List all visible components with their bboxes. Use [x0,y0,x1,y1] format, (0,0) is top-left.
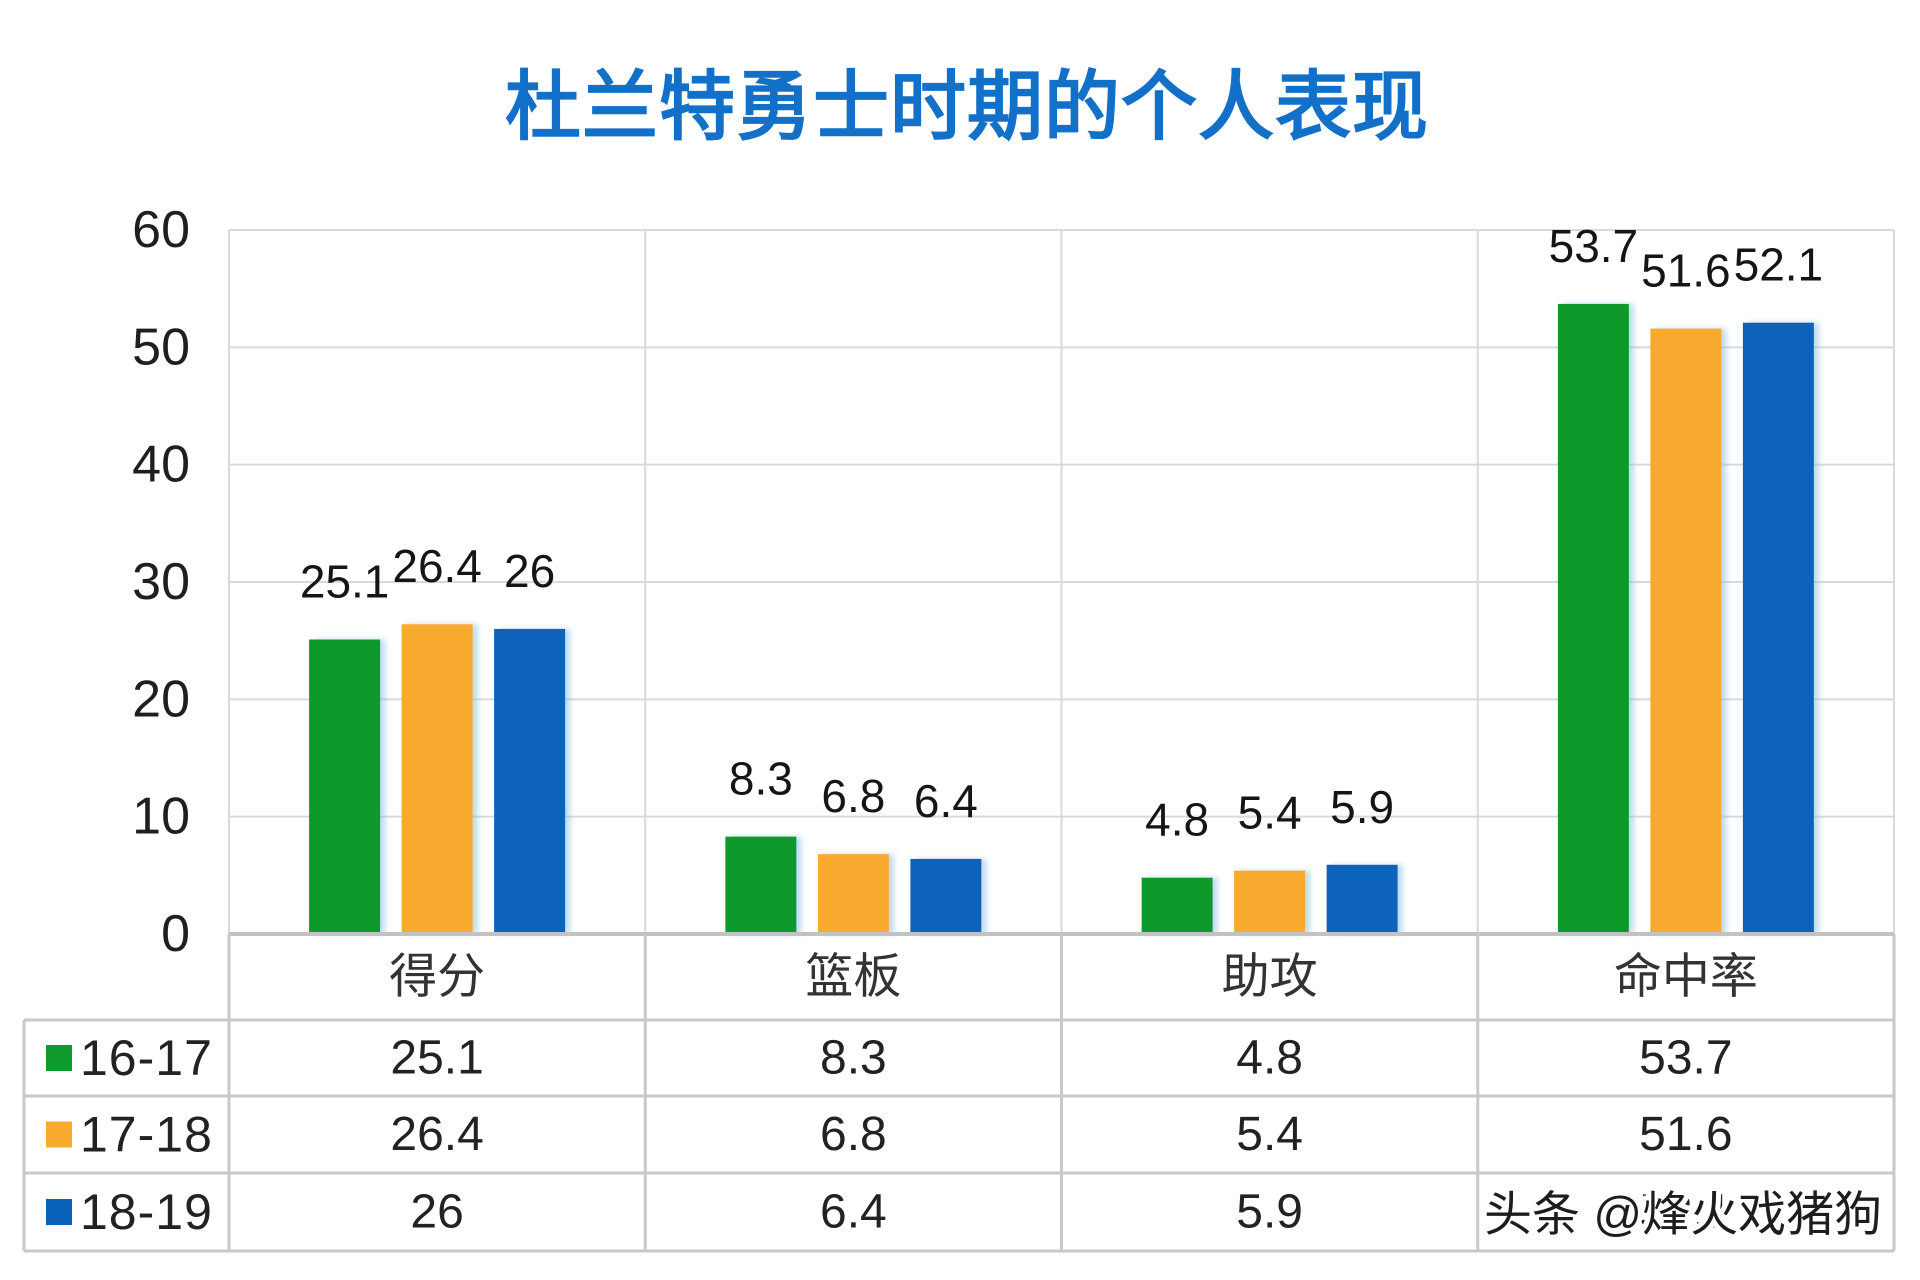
legend-label-18-19: 18-19 [80,1184,213,1240]
table-cell-16-17-category-1: 25.1 [390,1032,483,1085]
chart-title: 杜兰特勇士时期的个人表现 [505,65,1429,150]
category-label-1: 得分 [389,951,485,1004]
table-cell-18-19-category-2: 6.4 [820,1186,887,1239]
data-label-16-17-category-3: 4.8 [1145,794,1209,846]
data-label-17-18-category-2: 6.8 [821,770,885,822]
bar-16-17-category-3 [1141,877,1213,934]
data-label-16-17-category-1: 25.1 [300,555,390,607]
y-tick-label-0: 0 [161,905,190,963]
legend-swatch-18-19 [46,1199,72,1225]
table-cell-18-19-category-3: 5.9 [1236,1186,1303,1239]
data-table: 得分 篮板 助攻 命中率 16-17 25.1 8.3 4.8 53.7 17-18 26.4 6.8… [22,932,1896,1253]
data-label-18-19-category-3: 5.9 [1330,781,1394,833]
bar-layer [309,303,1814,934]
watermark-layer: 头条 @烽火戏猪狗 [1479,1184,1887,1247]
data-label-16-17-category-4: 53.7 [1549,220,1639,272]
table-cell-16-17-category-4: 53.7 [1639,1032,1732,1085]
data-label-18-19-category-1: 26 [504,545,555,597]
y-tick-label-40: 40 [132,436,190,494]
legend-swatch-17-18 [46,1121,72,1148]
y-tick-label-20: 20 [132,670,190,728]
table-cell-17-18-category-2: 6.8 [820,1108,887,1161]
table-cell-17-18-category-3: 5.4 [1236,1108,1303,1161]
legend-label-17-18: 17-18 [80,1107,213,1163]
category-label-4: 命中率 [1614,951,1758,1004]
bar-18-19-category-1 [494,628,566,934]
table-cell-17-18-category-4: 51.6 [1639,1108,1732,1161]
data-label-17-18-category-1: 26.4 [392,540,482,592]
legend-label-16-17: 16-17 [80,1030,213,1086]
bar-16-17-category-4 [1557,303,1629,934]
table-cell-18-19-category-4: 52.1 [1639,1186,1732,1239]
bar-18-19-category-2 [910,858,982,934]
data-label-18-19-category-4: 52.1 [1734,239,1824,291]
table-cell-16-17-category-2: 8.3 [820,1032,887,1085]
y-tick-label-30: 30 [132,553,190,611]
data-label-layer: 25.1 8.3 4.8 53.7 26.4 6.8 5.4 51.6 26 6.4 5.9 52.1 [300,220,1823,846]
data-label-17-18-category-4: 51.6 [1641,245,1731,297]
category-label-3: 助攻 [1222,951,1318,1004]
bar-18-19-category-3 [1326,864,1398,934]
legend-swatch-16-17 [46,1045,72,1071]
data-label-17-18-category-3: 5.4 [1238,787,1302,839]
bar-17-18-category-4 [1650,328,1722,934]
table-cell-17-18-category-1: 26.4 [390,1108,483,1161]
y-tick-label-10: 10 [132,788,190,846]
bar-17-18-category-2 [817,854,889,934]
bar-16-17-category-1 [309,639,381,934]
y-tick-label-50: 50 [132,318,190,376]
watermark-text: 头条 @烽火戏猪狗 [1484,1189,1882,1242]
data-label-18-19-category-2: 6.4 [914,775,978,827]
table-cell-18-19-category-1: 26 [410,1186,463,1239]
data-label-16-17-category-2: 8.3 [729,753,793,805]
bar-16-17-category-2 [725,836,797,934]
category-label-2: 篮板 [805,951,901,1004]
table-cell-16-17-category-3: 4.8 [1236,1032,1303,1085]
y-tick-label-60: 60 [132,201,190,259]
bar-17-18-category-1 [401,624,473,934]
bar-18-19-category-4 [1742,322,1814,934]
bar-17-18-category-3 [1234,870,1306,934]
